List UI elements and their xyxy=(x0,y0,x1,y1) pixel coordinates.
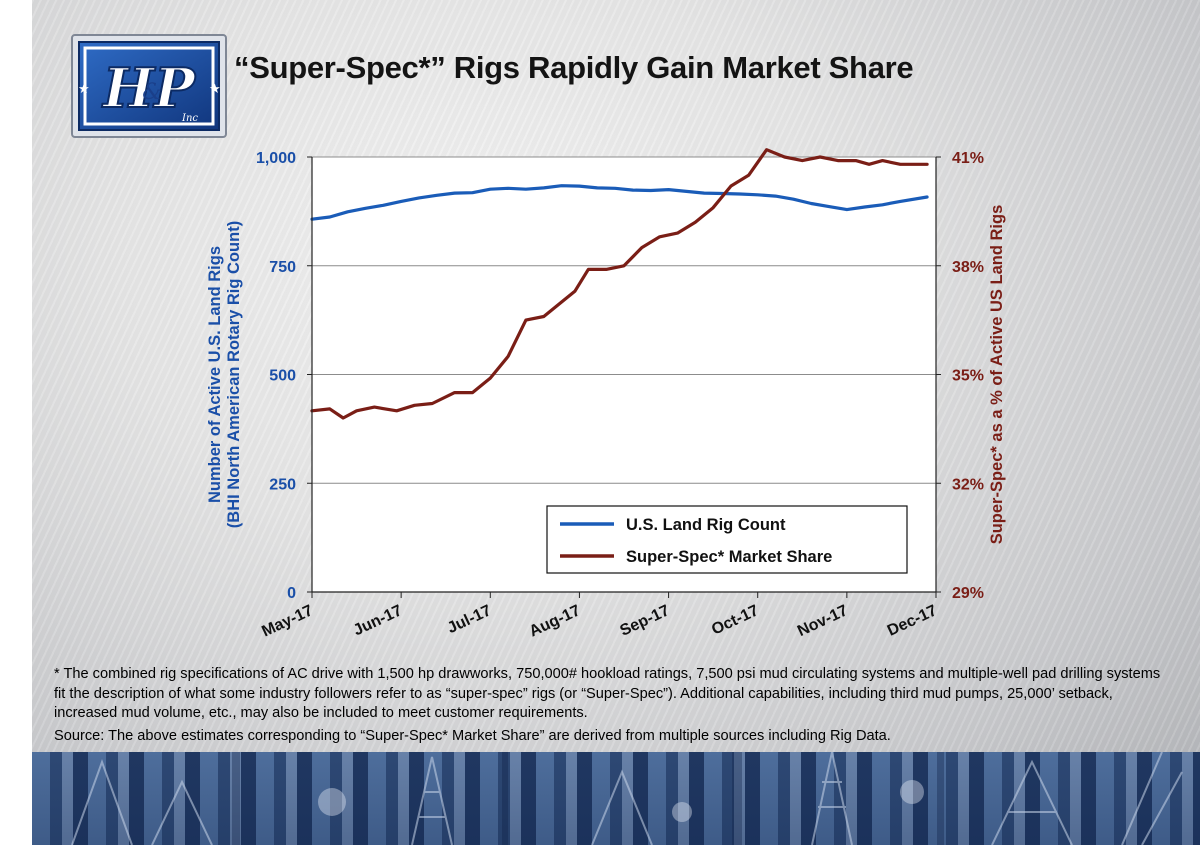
x-tick-label: Nov-17 xyxy=(795,602,851,640)
footnote-text: * The combined rig specifications of AC … xyxy=(54,666,1161,721)
x-tick-label: Dec-17 xyxy=(885,602,940,640)
left-axis-title-line2: (BHI North American Rotary Rig Count) xyxy=(225,221,243,528)
left-axis-title-line1: Number of Active U.S. Land Rigs xyxy=(206,246,224,503)
svg-text:★: ★ xyxy=(209,82,221,97)
right-tick-label: 41% xyxy=(952,150,984,167)
svg-text:★: ★ xyxy=(78,82,90,97)
legend-label-1: Super-Spec* Market Share xyxy=(626,548,832,566)
right-tick-label: 35% xyxy=(952,368,984,385)
x-tick-label: May-17 xyxy=(259,602,315,640)
x-tick-label: Aug-17 xyxy=(527,602,583,640)
right-tick-label: 29% xyxy=(952,585,984,602)
x-tick-label: Sep-17 xyxy=(618,602,673,640)
svg-text:HP: HP xyxy=(101,56,196,120)
left-tick-label: 250 xyxy=(269,476,296,493)
legend-box xyxy=(546,505,908,574)
right-tick-label: 38% xyxy=(952,259,984,276)
photo-strip xyxy=(32,752,1200,845)
right-axis-title: Super-Spec* as a % of Active US Land Rig… xyxy=(988,205,1006,545)
rig-chart: 0 250 500 750 1,000 29% 32% 35% 38% 41% May-17 Jun-… xyxy=(206,148,1006,641)
series-line-0 xyxy=(310,184,929,221)
hp-logo: ★ ★ HP & Inc xyxy=(71,34,227,138)
series-line-1 xyxy=(310,148,929,420)
slide-title: “Super-Spec*” Rigs Rapidly Gain Market S… xyxy=(234,50,914,85)
slide: ★ ★ HP & Inc “Super-Spec*” Rigs Rapidly … xyxy=(32,0,1200,845)
x-tick-label: Jun-17 xyxy=(351,602,405,639)
left-tick-label: 500 xyxy=(269,368,296,385)
legend-label-0: U.S. Land Rig Count xyxy=(626,516,786,534)
right-tick-label: 32% xyxy=(952,476,984,493)
left-tick-label: 1,000 xyxy=(256,150,296,167)
svg-text:Inc: Inc xyxy=(181,113,198,124)
left-tick-label: 0 xyxy=(287,585,296,602)
footnote: * The combined rig specifications of AC … xyxy=(54,665,1174,746)
x-tick-label: Oct-17 xyxy=(709,602,761,638)
source-text: Source: The above estimates correspondin… xyxy=(54,727,891,744)
left-tick-label: 750 xyxy=(269,259,296,276)
svg-text:&: & xyxy=(142,80,162,105)
x-tick-label: Jul-17 xyxy=(445,602,494,637)
